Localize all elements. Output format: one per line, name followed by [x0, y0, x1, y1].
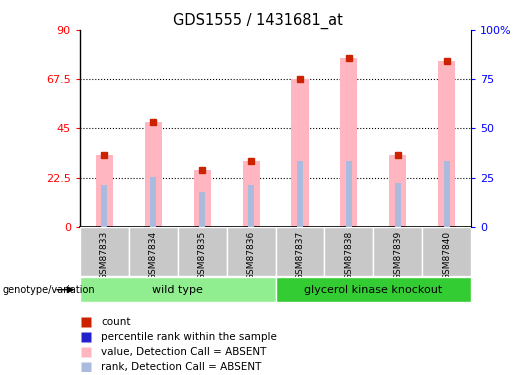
- Bar: [101, 185, 107, 227]
- Text: GDS1555 / 1431681_at: GDS1555 / 1431681_at: [173, 13, 342, 29]
- Bar: [444, 161, 450, 227]
- Bar: [145, 122, 162, 227]
- Bar: [276, 277, 471, 302]
- Text: percentile rank within the sample: percentile rank within the sample: [101, 332, 277, 342]
- Text: GSM87839: GSM87839: [393, 231, 402, 280]
- Bar: [194, 170, 211, 227]
- Bar: [340, 58, 357, 227]
- Text: GSM87833: GSM87833: [100, 231, 109, 280]
- Bar: [373, 227, 422, 276]
- Bar: [80, 227, 129, 276]
- Bar: [276, 227, 324, 276]
- Bar: [199, 192, 205, 227]
- Text: GSM87835: GSM87835: [198, 231, 207, 280]
- Text: GSM87840: GSM87840: [442, 231, 451, 280]
- Bar: [248, 185, 254, 227]
- Bar: [150, 177, 156, 227]
- Text: GSM87834: GSM87834: [149, 231, 158, 280]
- Bar: [243, 161, 260, 227]
- Text: wild type: wild type: [152, 285, 203, 295]
- Bar: [129, 227, 178, 276]
- Text: GSM87838: GSM87838: [345, 231, 353, 280]
- Text: GSM87837: GSM87837: [296, 231, 304, 280]
- Bar: [346, 161, 352, 227]
- Bar: [422, 227, 471, 276]
- Bar: [178, 227, 227, 276]
- Bar: [389, 154, 406, 227]
- Bar: [291, 79, 308, 227]
- Text: value, Detection Call = ABSENT: value, Detection Call = ABSENT: [101, 347, 267, 357]
- Text: GSM87836: GSM87836: [247, 231, 255, 280]
- Bar: [96, 154, 113, 227]
- Bar: [80, 277, 276, 302]
- Bar: [438, 61, 455, 227]
- Text: count: count: [101, 317, 131, 327]
- Bar: [227, 227, 276, 276]
- Bar: [395, 183, 401, 227]
- Bar: [324, 227, 373, 276]
- Text: rank, Detection Call = ABSENT: rank, Detection Call = ABSENT: [101, 362, 262, 372]
- Bar: [297, 161, 303, 227]
- Text: glycerol kinase knockout: glycerol kinase knockout: [304, 285, 442, 295]
- Text: genotype/variation: genotype/variation: [3, 285, 95, 295]
